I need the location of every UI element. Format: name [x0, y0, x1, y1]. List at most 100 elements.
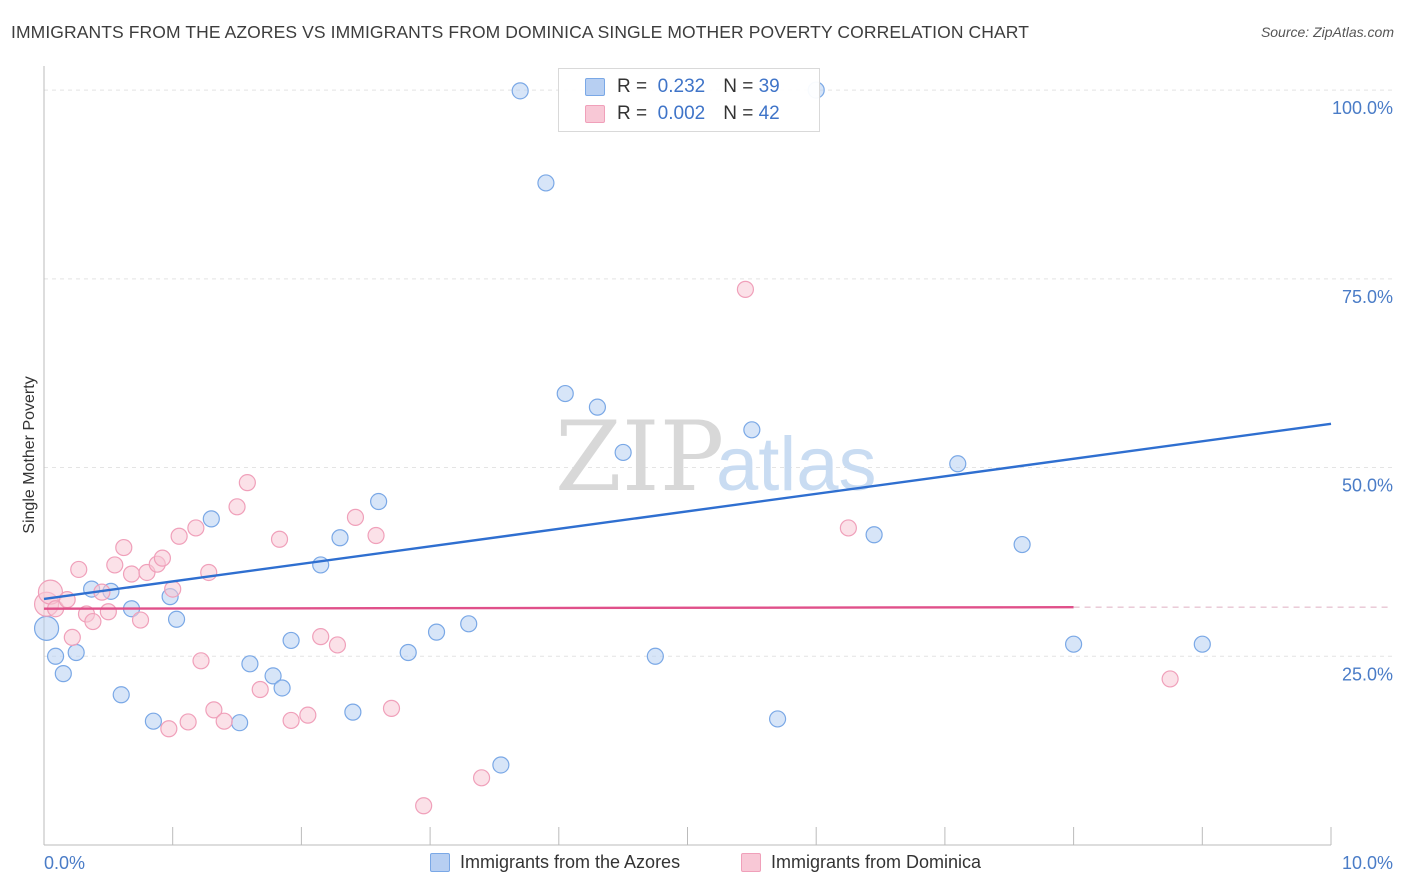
- data-point-azores: [231, 714, 249, 732]
- legend-row-dominica: R = 0.002 N = 42: [559, 100, 780, 127]
- data-point-azores: [492, 756, 510, 774]
- data-point-azores: [646, 647, 664, 665]
- data-point-dominica: [299, 706, 317, 724]
- data-point-dominica: [153, 549, 172, 567]
- data-point-dominica: [328, 636, 347, 654]
- data-point-azores: [273, 679, 291, 697]
- data-point-azores: [202, 510, 220, 528]
- bottom-legend-azores: Immigrants from the Azores: [430, 852, 680, 873]
- data-point-dominica: [251, 680, 269, 699]
- data-point-dominica: [192, 652, 210, 670]
- x-tick-label: 0.0%: [44, 853, 85, 873]
- data-point-azores: [54, 665, 72, 683]
- data-point-dominica: [106, 556, 124, 574]
- data-point-azores: [743, 421, 761, 439]
- correlation-legend: R = 0.232 N = 39 R = 0.002 N = 42: [558, 68, 820, 132]
- data-point-azores: [264, 667, 282, 685]
- data-point-dominica: [839, 519, 857, 537]
- data-point-azores: [1193, 635, 1211, 653]
- data-point-azores: [46, 647, 65, 665]
- watermark-zip: ZIP: [555, 401, 724, 513]
- watermark-atlas: atlas: [716, 422, 877, 507]
- data-point-dominica: [472, 769, 491, 787]
- data-point-dominica: [238, 474, 256, 492]
- legend-r-label: R =: [617, 102, 648, 124]
- y-tick-label: 75.0%: [1342, 287, 1393, 307]
- legend-row-azores: R = 0.232 N = 39: [559, 73, 780, 100]
- data-point-dominica: [70, 560, 88, 579]
- series-dominica: [33, 280, 1179, 815]
- data-point-dominica: [179, 713, 197, 731]
- data-point-dominica: [415, 797, 433, 815]
- data-point-dominica: [131, 611, 150, 629]
- data-point-dominica: [160, 720, 178, 738]
- bottom-legend-label-azores: Immigrants from the Azores: [460, 852, 681, 872]
- data-point-azores: [427, 623, 446, 641]
- data-point-azores: [167, 610, 186, 628]
- data-point-dominica: [122, 565, 141, 583]
- trend-line-dominica: [43, 606, 1074, 610]
- data-point-azores: [1064, 635, 1083, 653]
- data-point-dominica: [164, 580, 182, 598]
- data-point-azores: [370, 492, 388, 511]
- data-point-azores: [768, 710, 787, 728]
- data-point-azores: [33, 615, 60, 641]
- data-point-azores: [144, 712, 162, 730]
- y-axis-label: Single Mother Poverty: [21, 376, 38, 533]
- data-point-azores: [344, 703, 362, 721]
- data-point-dominica: [346, 508, 365, 526]
- data-point-dominica: [282, 711, 300, 730]
- data-point-azores: [331, 529, 349, 547]
- data-point-dominica: [228, 498, 246, 516]
- legend-n-value-azores: 39: [758, 75, 780, 97]
- data-point-azores: [67, 643, 85, 662]
- bottom-legend-swatch-dominica: [741, 853, 761, 872]
- data-point-dominica: [382, 699, 401, 717]
- source-label: Source: ZipAtlas.com: [1260, 24, 1394, 40]
- legend-r-value-azores: 0.232: [657, 75, 706, 97]
- chart-title: IMMIGRANTS FROM THE AZORES VS IMMIGRANTS…: [11, 22, 1030, 42]
- data-point-dominica: [99, 603, 117, 621]
- trend-layer: [43, 422, 1392, 610]
- bottom-legend-label-dominica: Immigrants from Dominica: [771, 852, 982, 872]
- data-point-azores: [588, 398, 607, 416]
- data-point-dominica: [1161, 670, 1179, 688]
- data-point-dominica: [84, 612, 102, 631]
- data-point-azores: [556, 384, 574, 403]
- axes: [43, 66, 1332, 846]
- data-point-azores: [112, 686, 130, 704]
- watermark: ZIP atlas: [555, 401, 877, 513]
- y-tick-label: 25.0%: [1342, 664, 1393, 684]
- data-point-azores: [282, 631, 300, 650]
- data-point-dominica: [115, 538, 133, 557]
- series-layer: [33, 81, 1211, 815]
- data-point-azores: [949, 455, 967, 473]
- data-point-azores: [537, 174, 555, 192]
- data-point-dominica: [187, 519, 205, 537]
- data-point-azores: [241, 655, 259, 673]
- data-point-dominica: [170, 527, 188, 545]
- data-point-dominica: [63, 628, 81, 647]
- legend-swatch-dominica: [585, 104, 605, 123]
- data-point-azores: [614, 443, 632, 462]
- legend-n-label: N =: [723, 102, 754, 124]
- legend-swatch-azores: [585, 77, 605, 96]
- trend-line-azores: [43, 422, 1332, 601]
- data-point-azores: [511, 82, 529, 100]
- legend-r-value-dominica: 0.002: [657, 102, 706, 124]
- bottom-legend-swatch-azores: [430, 853, 450, 872]
- data-point-dominica: [312, 628, 330, 646]
- bottom-legend-dominica: Immigrants from Dominica: [741, 852, 981, 873]
- y-tick-label: 50.0%: [1342, 476, 1393, 496]
- data-point-azores: [865, 526, 883, 544]
- data-point-dominica: [736, 280, 755, 298]
- tick-labels: 100.0% 75.0% 50.0% 25.0% 0.0% 10.0%: [44, 98, 1393, 873]
- data-point-azores: [399, 643, 417, 662]
- legend-n-value-dominica: 42: [758, 102, 780, 124]
- data-point-dominica: [215, 712, 233, 730]
- data-point-azores: [460, 615, 478, 633]
- data-point-dominica: [270, 530, 289, 548]
- y-tick-label: 100.0%: [1332, 98, 1393, 118]
- x-tick-label: 10.0%: [1342, 853, 1393, 873]
